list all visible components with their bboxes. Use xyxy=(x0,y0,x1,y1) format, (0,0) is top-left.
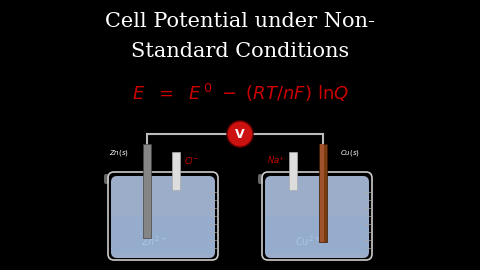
FancyBboxPatch shape xyxy=(111,176,215,258)
Text: $Cu(s)$: $Cu(s)$ xyxy=(340,148,360,158)
Text: $Cu^{2+}$: $Cu^{2+}$ xyxy=(295,234,321,248)
Text: $Zn^{2+}$: $Zn^{2+}$ xyxy=(141,234,167,248)
Bar xyxy=(143,144,151,238)
Text: Cell Potential under Non-: Cell Potential under Non- xyxy=(105,12,375,31)
FancyBboxPatch shape xyxy=(265,216,369,254)
FancyBboxPatch shape xyxy=(111,216,215,254)
Bar xyxy=(172,152,180,190)
Text: $Zn(s)$: $Zn(s)$ xyxy=(108,148,129,158)
Text: $Na^{+}$: $Na^{+}$ xyxy=(266,154,285,166)
Text: $\it{E}\ \ =\ \ \it{E}^{\,0}\ -\ (\it{RT}/\it{nF})\ \mathrm{ln}\it{Q}$: $\it{E}\ \ =\ \ \it{E}^{\,0}\ -\ (\it{RT… xyxy=(132,82,348,104)
Bar xyxy=(319,144,326,242)
Text: $Cl^{-}$: $Cl^{-}$ xyxy=(184,154,199,166)
Bar xyxy=(289,152,297,190)
FancyBboxPatch shape xyxy=(258,174,263,184)
Circle shape xyxy=(227,121,253,147)
Text: V: V xyxy=(235,129,245,141)
FancyBboxPatch shape xyxy=(265,176,369,258)
FancyBboxPatch shape xyxy=(104,174,109,184)
Text: Standard Conditions: Standard Conditions xyxy=(131,42,349,61)
Bar xyxy=(320,144,324,242)
